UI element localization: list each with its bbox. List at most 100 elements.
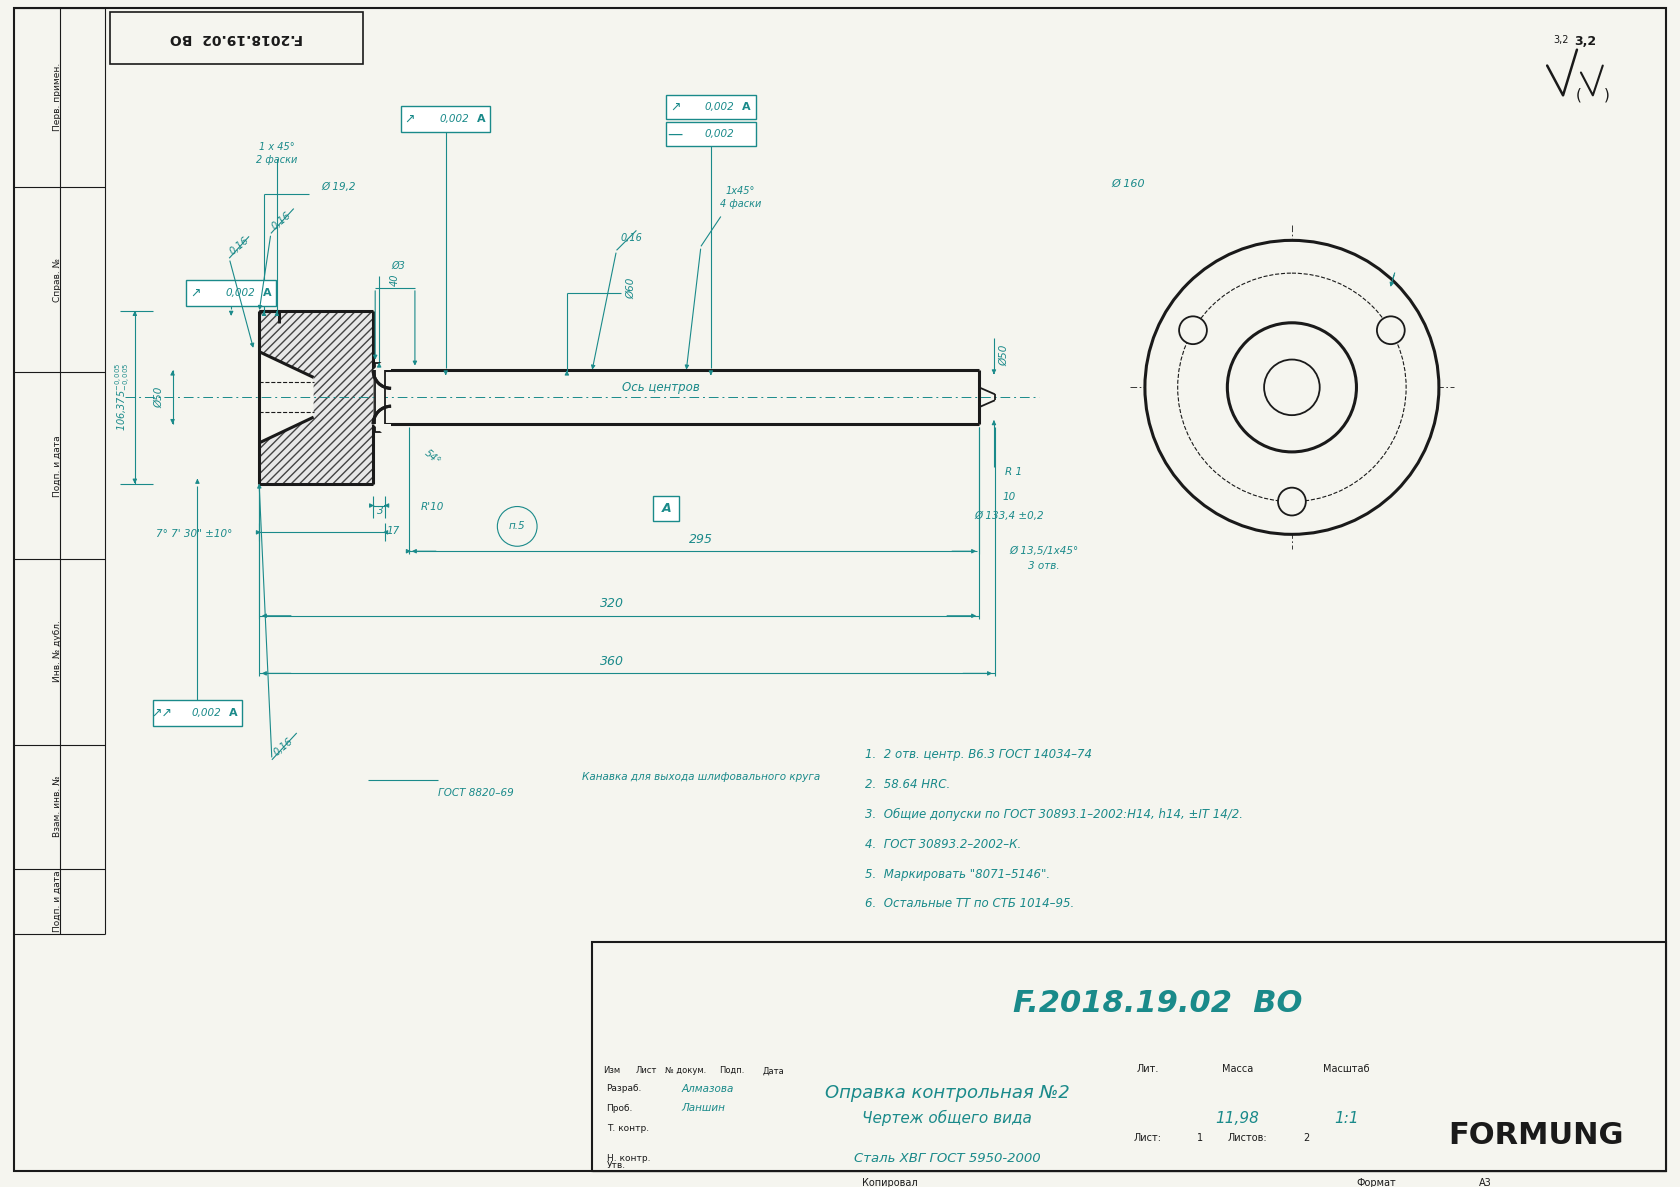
Text: Взам. инв. №: Взам. инв. № [52, 776, 62, 837]
Text: 3: 3 [376, 507, 383, 516]
Text: Ланшин: Ланшин [680, 1104, 726, 1113]
Text: Изм: Изм [603, 1066, 620, 1075]
Text: 295: 295 [689, 533, 712, 546]
Bar [109, 12, 363, 64]
Text: Алмазова: Алмазова [680, 1084, 734, 1093]
Text: 1 x 45°: 1 x 45° [259, 142, 294, 152]
Text: (: ( [1576, 88, 1583, 103]
Text: 2 фаски: 2 фаски [255, 155, 297, 165]
Text: Канавка для выхода шлифовального круга: Канавка для выхода шлифовального круга [581, 772, 820, 782]
Text: Ось центров: Ось центров [622, 381, 701, 394]
Text: 3,2: 3,2 [1554, 34, 1569, 45]
Text: 0,002: 0,002 [192, 709, 222, 718]
Bar [186, 280, 276, 306]
Text: 360: 360 [600, 655, 623, 668]
Text: 0,16: 0,16 [620, 234, 642, 243]
Text: 3 отв.: 3 отв. [1028, 561, 1060, 571]
Bar [259, 311, 373, 483]
Text: 0,16: 0,16 [227, 235, 250, 258]
Text: 7° 7' 30" ±10°: 7° 7' 30" ±10° [156, 529, 232, 539]
Text: Ø 19,2: Ø 19,2 [321, 182, 356, 192]
Text: Лист: Лист [635, 1066, 657, 1075]
Bar [667, 122, 756, 146]
Text: Формат: Формат [1356, 1178, 1396, 1187]
Text: F.2018.19.02  ВО: F.2018.19.02 ВО [170, 31, 302, 45]
Polygon shape [373, 353, 391, 370]
Text: Подп.: Подп. [719, 1066, 744, 1075]
Text: Листов:: Листов: [1228, 1134, 1267, 1143]
Text: Чертеж общего вида: Чертеж общего вида [862, 1110, 1032, 1126]
Text: Копировал: Копировал [862, 1178, 917, 1187]
Bar [259, 311, 373, 483]
Text: Ø50: Ø50 [1000, 345, 1010, 367]
Text: ГОСТ 8820–69: ГОСТ 8820–69 [438, 787, 514, 798]
Text: 11,98: 11,98 [1215, 1111, 1260, 1125]
Text: 2: 2 [1304, 1134, 1310, 1143]
Text: F.2018.19.02  ВО: F.2018.19.02 ВО [1013, 989, 1302, 1017]
Text: Сталь ХВГ ГОСТ 5950-2000: Сталь ХВГ ГОСТ 5950-2000 [853, 1151, 1040, 1164]
Text: 0,002: 0,002 [225, 288, 255, 298]
Bar [375, 362, 385, 432]
Text: Проб.: Проб. [606, 1104, 633, 1113]
Text: Масштаб: Масштаб [1324, 1064, 1369, 1074]
Text: 17: 17 [386, 526, 400, 537]
Text: 40: 40 [390, 274, 400, 286]
Text: № докум.: № докум. [665, 1066, 707, 1075]
Text: Лист:: Лист: [1134, 1134, 1163, 1143]
Text: 1: 1 [1196, 1134, 1203, 1143]
Bar [402, 107, 491, 132]
Text: п.5: п.5 [509, 521, 526, 532]
Text: 0,002: 0,002 [440, 114, 469, 125]
Text: 2.  58.64 HRC.: 2. 58.64 HRC. [865, 779, 951, 791]
Bar [153, 700, 242, 726]
Text: 3.  Общие допуски по ГОСТ 30893.1–2002:H14, h14, ±IT 14/2.: 3. Общие допуски по ГОСТ 30893.1–2002:H1… [865, 808, 1243, 821]
Text: A: A [743, 102, 751, 113]
Text: A: A [662, 502, 670, 515]
Text: R'10: R'10 [422, 502, 445, 512]
Text: 0,16: 0,16 [272, 736, 296, 757]
Text: А3: А3 [1478, 1178, 1492, 1187]
Text: 0,002: 0,002 [706, 102, 734, 113]
Text: Масса: Масса [1221, 1064, 1253, 1074]
Text: A: A [262, 288, 270, 298]
Text: A: A [477, 114, 486, 125]
Text: Перв. примен.: Перв. примен. [52, 63, 62, 132]
Text: ): ) [1604, 88, 1609, 103]
Text: Подп. и дата: Подп. и дата [52, 870, 62, 932]
Text: 0,16: 0,16 [269, 210, 292, 231]
Circle shape [1263, 360, 1320, 415]
Text: Ø 133,4 ±0,2: Ø 133,4 ±0,2 [974, 512, 1043, 521]
Text: Разраб.: Разраб. [606, 1084, 642, 1093]
Text: 4 фаски: 4 фаски [721, 198, 761, 209]
Text: Ø60: Ø60 [627, 278, 637, 299]
Text: Дата: Дата [763, 1066, 785, 1075]
Text: ↗↗: ↗↗ [151, 706, 171, 719]
Text: Утв.: Утв. [606, 1161, 625, 1169]
Text: Инв. № дубл.: Инв. № дубл. [52, 621, 62, 683]
Text: A: A [228, 709, 237, 718]
Text: 5.  Маркировать "8071–5146".: 5. Маркировать "8071–5146". [865, 868, 1050, 881]
Text: 4.  ГОСТ 30893.2–2002–К.: 4. ГОСТ 30893.2–2002–К. [865, 838, 1021, 851]
Text: Т. контр.: Т. контр. [606, 1124, 648, 1132]
Polygon shape [373, 424, 391, 442]
Circle shape [497, 507, 538, 546]
Text: —: — [667, 127, 682, 141]
Text: Справ. №: Справ. № [52, 258, 62, 301]
Text: Ø 160: Ø 160 [1110, 179, 1144, 189]
Bar [667, 95, 756, 119]
Text: 1:1: 1:1 [1334, 1111, 1359, 1125]
Polygon shape [259, 351, 314, 443]
Text: Н. контр.: Н. контр. [606, 1154, 650, 1162]
Circle shape [1144, 240, 1438, 534]
Text: 1x45°: 1x45° [726, 185, 756, 196]
Bar [591, 941, 1667, 1170]
Text: 54°: 54° [423, 447, 442, 466]
Circle shape [1278, 488, 1305, 515]
Text: Оправка контрольная №2: Оправка контрольная №2 [825, 1084, 1070, 1102]
Text: 0,002: 0,002 [706, 129, 734, 139]
Text: ↗: ↗ [190, 286, 200, 299]
Text: 320: 320 [600, 597, 623, 610]
Circle shape [1378, 316, 1404, 344]
Circle shape [1179, 316, 1206, 344]
Text: Ø3: Ø3 [391, 261, 405, 271]
